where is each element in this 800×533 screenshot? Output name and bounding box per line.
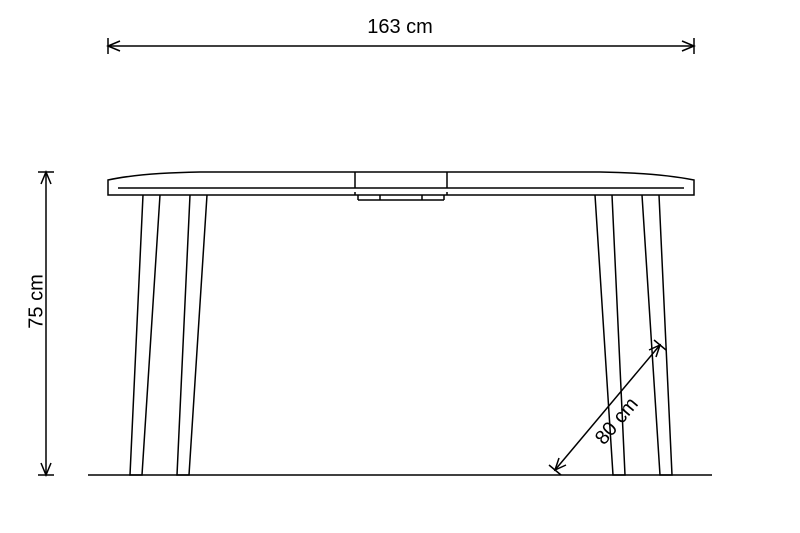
width-dimension xyxy=(108,38,694,54)
height-label: 75 cm xyxy=(26,274,49,328)
width-label: 163 cm xyxy=(367,16,433,39)
depth-dimension xyxy=(549,340,666,475)
technical-diagram: 163 cm 75 cm 80 cm xyxy=(0,0,800,533)
table-top xyxy=(108,172,694,200)
diagram-svg xyxy=(0,0,800,533)
table-legs xyxy=(130,195,672,475)
